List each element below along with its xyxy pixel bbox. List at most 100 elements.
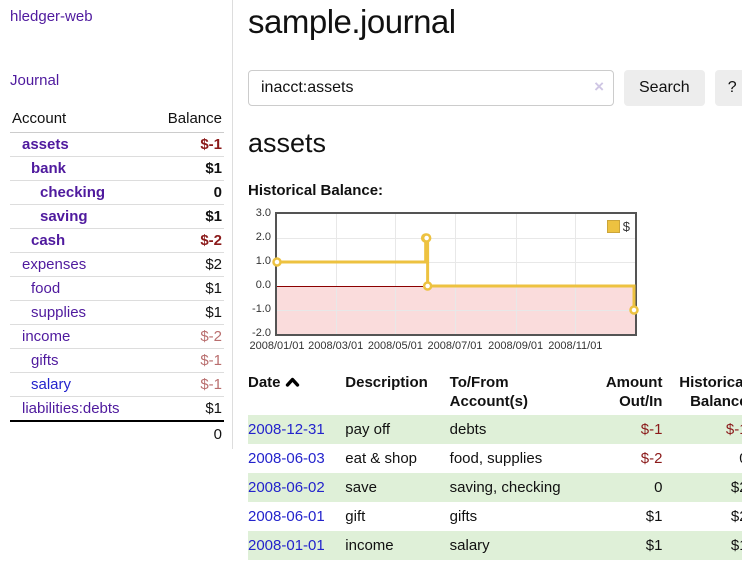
page: hledger-web Journal Account Balance asse…	[0, 0, 742, 560]
account-link-checking[interactable]: checking	[40, 184, 106, 201]
search-button[interactable]: Search	[624, 70, 705, 106]
register-header-amount[interactable]: Amount Out/In	[605, 374, 663, 410]
clear-search-icon[interactable]: ×	[594, 77, 604, 96]
transaction-balance: $-1	[664, 415, 742, 444]
account-row: saving $1	[10, 204, 224, 229]
transaction-amount: 0	[589, 473, 665, 502]
account-link-liabilities-debts[interactable]: liabilities:debts	[22, 400, 120, 417]
register-header-date[interactable]: Date	[248, 371, 345, 415]
account-balance: $-1	[200, 136, 222, 153]
sort-ascending-icon	[285, 377, 299, 387]
gridline	[515, 214, 517, 334]
x-tick-label: 2008/07/01	[427, 340, 483, 352]
transaction-date-link[interactable]: 2008-06-03	[248, 450, 325, 467]
account-link-supplies[interactable]: supplies	[31, 304, 87, 321]
transaction-accounts: salary	[449, 531, 590, 560]
register-row: 2008-06-03 eat & shop food, supplies $-20	[248, 444, 742, 473]
account-row: food $1	[10, 276, 224, 301]
transaction-date-link[interactable]: 2008-12-31	[248, 421, 325, 438]
transaction-description: pay off	[345, 415, 450, 444]
sidebar: hledger-web Journal Account Balance asse…	[0, 0, 233, 449]
gridline	[455, 214, 456, 334]
accounts-header-account: Account	[10, 107, 151, 133]
account-link-saving[interactable]: saving	[40, 208, 88, 225]
gridline	[277, 238, 635, 239]
transaction-balance: $1	[664, 531, 742, 560]
accounts-header-balance: Balance	[150, 107, 224, 133]
account-balance: $-1	[150, 372, 224, 397]
transaction-date-link[interactable]: 2008-06-01	[248, 508, 325, 525]
transaction-date-link[interactable]: 2008-01-01	[248, 537, 325, 554]
transaction-date-link[interactable]: 2008-06-02	[248, 479, 325, 496]
y-tick-label: 1.0	[255, 255, 271, 267]
x-tick-label: 2008/09/01	[488, 340, 544, 352]
y-tick-label: -1.0	[252, 303, 271, 315]
account-row: liabilities:debts $1	[10, 396, 224, 421]
transaction-description: save	[345, 473, 450, 502]
transaction-balance: 0	[664, 444, 742, 473]
transaction-accounts: gifts	[449, 508, 478, 525]
transaction-amount: $1	[645, 508, 663, 525]
account-heading: assets	[248, 128, 327, 158]
account-row: assets $-1	[10, 133, 224, 157]
y-tick-label: 2.0	[255, 231, 271, 243]
gridline	[277, 262, 635, 263]
account-link-assets[interactable]: assets	[22, 136, 69, 153]
y-tick-label: -2.0	[252, 327, 271, 339]
account-balance: 0	[150, 180, 224, 205]
accounts-total-value: 0	[10, 420, 224, 447]
register-table: Date Description To/From Account(s) Amount Ou…	[248, 371, 742, 560]
account-link-income[interactable]: income	[22, 328, 71, 345]
account-link-salary[interactable]: salary	[31, 376, 72, 393]
account-link-bank[interactable]: bank	[31, 160, 67, 177]
x-tick-label: 2008/05/01	[367, 340, 423, 352]
transaction-amount: $1	[589, 531, 665, 560]
help-button[interactable]: ?	[714, 70, 742, 106]
transaction-accounts: saving, checking	[449, 473, 590, 502]
account-row: salary $-1	[10, 372, 224, 397]
page-title: sample.journal	[248, 3, 456, 40]
transaction-description: eat & shop	[345, 450, 417, 467]
x-tick-label: 2008/11/01	[548, 340, 603, 352]
account-balance: $1	[150, 156, 224, 181]
app-title-link[interactable]: hledger-web	[10, 8, 93, 25]
account-balance: $1	[150, 396, 224, 421]
gridline	[395, 214, 397, 334]
transaction-accounts: debts	[449, 415, 590, 444]
legend-swatch	[606, 220, 620, 233]
register-header-description[interactable]: Description	[345, 374, 428, 391]
x-tick-label: 2008/03/01	[308, 340, 364, 352]
register-header-tofrom[interactable]: To/From Account(s)	[449, 374, 528, 410]
chart-plot-area: $	[272, 212, 639, 336]
transaction-balance: $2	[664, 473, 742, 502]
historical-balance-chart: 3.0 2.0 1.0 0.0 -1.0 -2.0 $ 2008/01/01 2008/03…	[248, 207, 742, 356]
account-balance: $-2	[150, 228, 224, 253]
account-balance: $2	[150, 252, 224, 277]
account-link-food[interactable]: food	[31, 280, 61, 297]
transaction-amount: $-1	[589, 415, 665, 444]
y-tick-label: 3.0	[255, 207, 271, 219]
sidebar-item-journal[interactable]: Journal	[10, 72, 60, 89]
account-balance: $1	[150, 204, 224, 229]
account-row: cash $-2	[10, 228, 224, 253]
account-balance: $1	[150, 300, 224, 325]
chart-legend: $	[604, 218, 632, 235]
account-link-expenses[interactable]: expenses	[22, 256, 87, 273]
gridline	[335, 214, 337, 334]
chart-title: Historical Balance:	[248, 182, 384, 199]
y-tick-label: 0.0	[255, 279, 271, 291]
accounts-total-row: 0	[10, 420, 224, 447]
search-input[interactable]	[248, 70, 614, 106]
register-row: 2008-06-01 gift gifts $1 $2	[248, 502, 742, 531]
gridline	[277, 310, 635, 311]
account-row: gifts $-1	[10, 348, 224, 373]
account-row: bank $1	[10, 156, 224, 181]
account-link-gifts[interactable]: gifts	[31, 352, 59, 369]
register-header-historical[interactable]: Historical Balance	[679, 374, 742, 410]
search-form: × Search ?	[248, 70, 742, 106]
account-link-cash[interactable]: cash	[31, 232, 66, 249]
legend-label: $	[622, 219, 630, 234]
transaction-amount: $-2	[640, 450, 663, 467]
